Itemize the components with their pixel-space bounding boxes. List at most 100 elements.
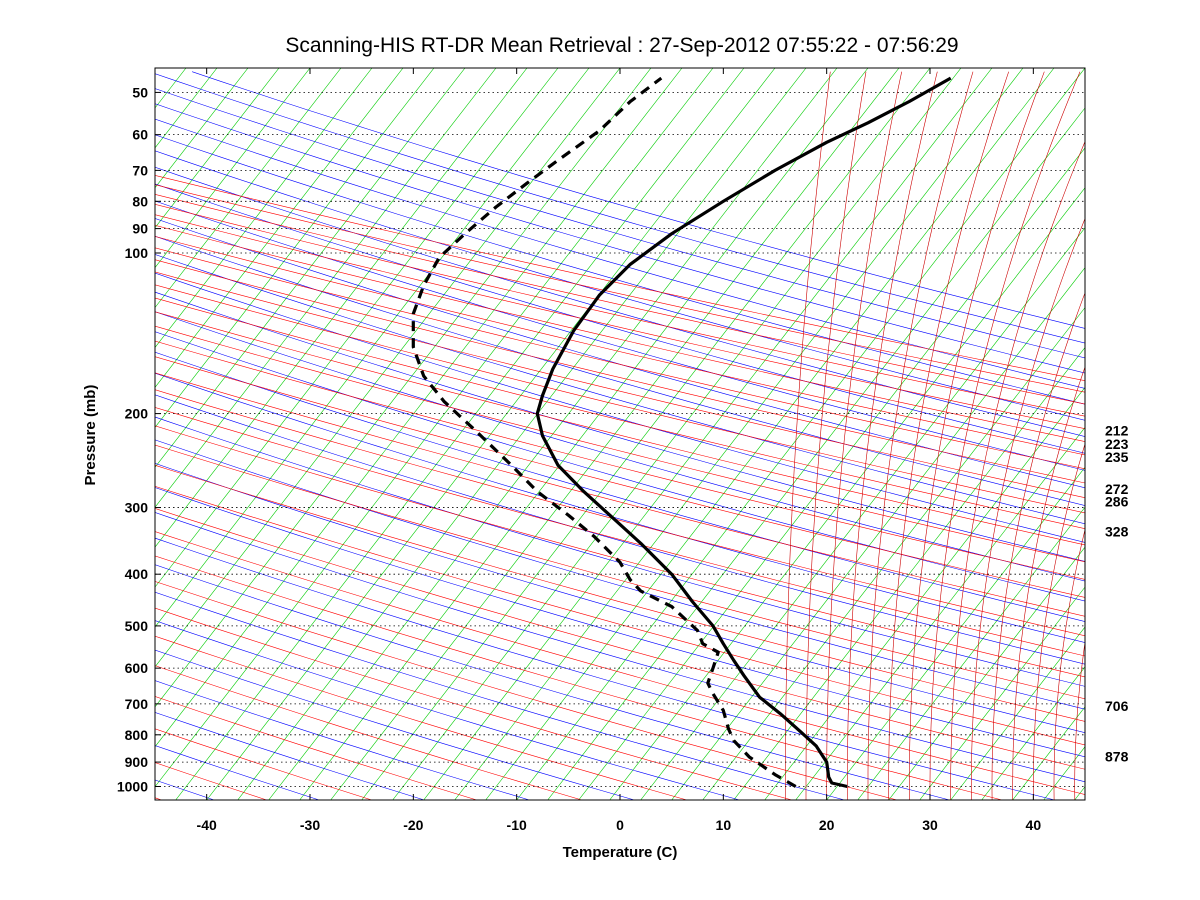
right-level-label: 223 <box>1105 436 1129 452</box>
pressure-gridlines <box>155 92 1085 787</box>
mixing-ratio-line <box>155 68 559 588</box>
moist-adiabat-line <box>155 372 1085 617</box>
dry-adiabat-line <box>155 620 740 800</box>
isotherm-curve <box>888 71 1009 800</box>
mixing-ratio-line <box>155 68 249 189</box>
y-tick-label: 50 <box>132 84 148 100</box>
dry-adiabat-line <box>155 73 1085 344</box>
moist-adiabat-line <box>155 184 1085 393</box>
dry-adiabat-line <box>155 272 1085 543</box>
moist-adiabat-line <box>155 297 1085 530</box>
mixing-ratio-line <box>155 68 404 388</box>
dry-adiabat-line <box>155 745 320 800</box>
isotherm-curve <box>1053 528 1085 800</box>
dry-adiabat-line <box>155 712 425 800</box>
right-level-label: 272 <box>1105 481 1129 497</box>
mixing-ratio-line <box>733 347 1085 800</box>
isotherm-curve <box>805 71 867 800</box>
moist-adiabat-line <box>155 389 1085 637</box>
dry-adiabat-line <box>155 311 1085 582</box>
isotherm-curve <box>950 140 1085 800</box>
mixing-ratio-line <box>155 68 683 748</box>
x-tick-label: 20 <box>819 817 835 833</box>
dry-adiabat-line <box>0 72 4 800</box>
isotherm-curve <box>929 71 1081 800</box>
moist-adiabat-line <box>155 444 1085 700</box>
x-tick-label: 40 <box>1026 817 1042 833</box>
moist-adiabat-line <box>155 508 1085 770</box>
moist-adiabat-line <box>155 247 1085 470</box>
mixing-ratio-line <box>155 68 528 548</box>
dry-adiabat-line <box>155 351 1085 622</box>
y-tick-label: 90 <box>132 221 148 237</box>
mixing-ratio-line <box>423 68 993 800</box>
moist-adiabat-line <box>155 340 1085 580</box>
y-tick-label: 80 <box>132 193 148 209</box>
dry-adiabat-line <box>155 88 1085 359</box>
y-tick-label: 400 <box>125 566 149 582</box>
mixing-ratio-line <box>361 68 931 800</box>
mixing-ratio-line <box>857 506 1085 800</box>
y-tick-label: 500 <box>125 618 149 634</box>
moist-adiabat-line <box>155 665 582 800</box>
y-axis-label: Pressure (mb) <box>82 385 99 486</box>
mixing-ratio-line <box>826 466 1085 800</box>
dry-adiabat-line <box>155 331 1085 602</box>
moist-adiabat-line <box>155 194 1085 405</box>
moist-adiabat-line <box>155 531 1085 795</box>
dry-adiabat-line <box>155 291 1085 562</box>
dry-adiabat-line <box>155 591 845 800</box>
isotherm-curve <box>784 71 831 800</box>
x-axis-label: Temperature (C) <box>563 844 678 861</box>
moist-adiabat-line <box>155 271 1085 498</box>
y-tick-label: 900 <box>125 754 149 770</box>
y-tick-label: 300 <box>125 500 149 516</box>
dry-adiabat-line <box>155 487 1085 758</box>
isotherm-curve <box>908 71 1045 800</box>
moist-adiabat-line <box>155 236 1085 456</box>
isotherm-curve <box>1074 640 1085 800</box>
moist-adiabat-line <box>155 696 477 800</box>
mixing-ratio-line <box>919 586 1085 800</box>
mixing-ratio-line <box>1168 68 1200 800</box>
dry-adiabat-line <box>155 118 1085 389</box>
dry-adiabat-line <box>155 439 1085 710</box>
moist-adiabat-line <box>155 203 1085 417</box>
x-tick-label: -10 <box>507 817 527 833</box>
y-tick-label: 70 <box>132 162 148 178</box>
dry-adiabat-line <box>155 537 1055 800</box>
mixing-ratio-line <box>237 68 807 800</box>
mixing-ratio-line <box>764 386 1085 800</box>
dry-adiabat-line <box>155 235 1085 506</box>
isotherm-curve <box>1033 442 1085 800</box>
right-level-label: 235 <box>1105 449 1129 465</box>
chart-title: Scanning-HIS RT-DR Mean Retrieval : 27-S… <box>285 34 958 57</box>
mixing-ratio-line <box>175 68 745 800</box>
moist-adiabat-line <box>155 425 1085 678</box>
mixing-ratio-line <box>155 68 466 468</box>
thermo-background-lines <box>0 68 1200 800</box>
x-tick-label: 30 <box>922 817 938 833</box>
dry-adiabat-line <box>155 103 1085 374</box>
mixing-ratio-line <box>155 68 218 149</box>
moist-adiabat-line <box>155 175 1085 382</box>
dry-adiabat-line <box>155 183 1085 454</box>
mixing-ratio-line <box>671 267 1085 800</box>
right-level-label: 286 <box>1105 493 1129 509</box>
right-level-label: 212 <box>1105 422 1129 438</box>
isotherm-curve <box>826 71 902 800</box>
isotherm-curve <box>867 71 974 800</box>
temperature-profile-line <box>535 76 952 789</box>
x-tick-label: -20 <box>403 817 423 833</box>
x-tick-label: -40 <box>197 817 217 833</box>
dry-adiabat-line <box>155 166 1085 437</box>
dry-adiabat-line <box>155 564 950 800</box>
isotherm-curve <box>846 71 938 800</box>
moist-adiabat-line <box>155 797 162 800</box>
moist-adiabat-line <box>155 762 267 800</box>
dry-adiabat-line <box>155 134 1085 405</box>
mixing-ratio-line <box>155 68 280 229</box>
mixing-ratio-line <box>155 68 342 309</box>
moist-adiabat-line <box>155 259 1085 484</box>
